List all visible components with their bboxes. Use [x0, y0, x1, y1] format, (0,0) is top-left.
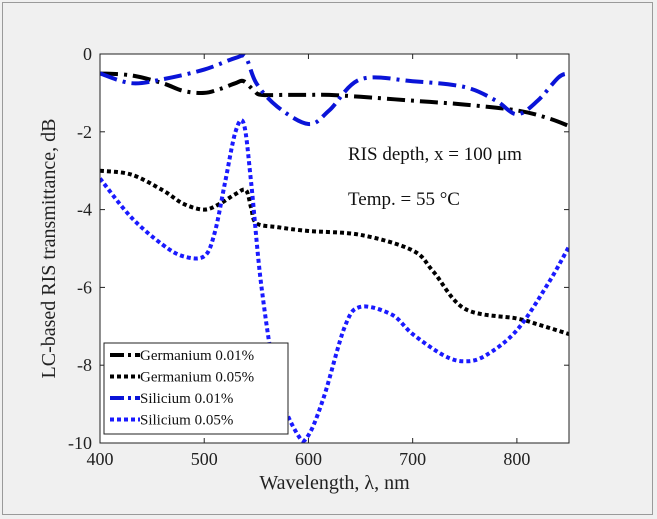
plot-border: [99, 53, 570, 444]
annotation-temperature: Temp. = 55 °C: [348, 189, 460, 210]
legend-label: Silicium 0.01%: [140, 391, 233, 407]
y-axis-label: LC-based RIS transmittance, dB: [38, 119, 60, 379]
legend-label: Germanium 0.01%: [140, 348, 254, 364]
series-layer: [100, 54, 569, 443]
series-line-silicium-0-01: [100, 54, 569, 127]
y-tick-label: 0: [83, 44, 92, 64]
legend-label: Germanium 0.05%: [140, 370, 254, 386]
y-tick-label: -4: [77, 200, 92, 220]
plot-frame: [99, 53, 570, 444]
y-tick-label: -10: [68, 433, 92, 453]
x-tick-label: 800: [503, 449, 530, 469]
x-tick-label: 500: [191, 449, 218, 469]
series-line-silicium-0-05: [100, 118, 569, 443]
legend: Germanium 0.01% Germanium 0.05% Silicium 0…: [103, 342, 289, 435]
x-tick-label: 400: [87, 449, 114, 469]
series-line-germanium-0-01: [100, 71, 569, 128]
annotation-depth: RIS depth, x = 100 μm: [348, 144, 522, 165]
y-tick-label: -2: [77, 122, 92, 142]
x-axis-label: Wavelength, λ, nm: [259, 472, 410, 494]
series-line-germanium-0-05: [100, 168, 569, 336]
y-tick-label: -8: [77, 355, 92, 375]
x-tick-label: 600: [295, 449, 322, 469]
annotations: RIS depth, x = 100 μm Temp. = 55 °C: [348, 144, 522, 210]
y-tick-label: -6: [77, 277, 92, 297]
x-tick-label: 700: [399, 449, 426, 469]
legend-label: Silicium 0.05%: [140, 413, 233, 429]
